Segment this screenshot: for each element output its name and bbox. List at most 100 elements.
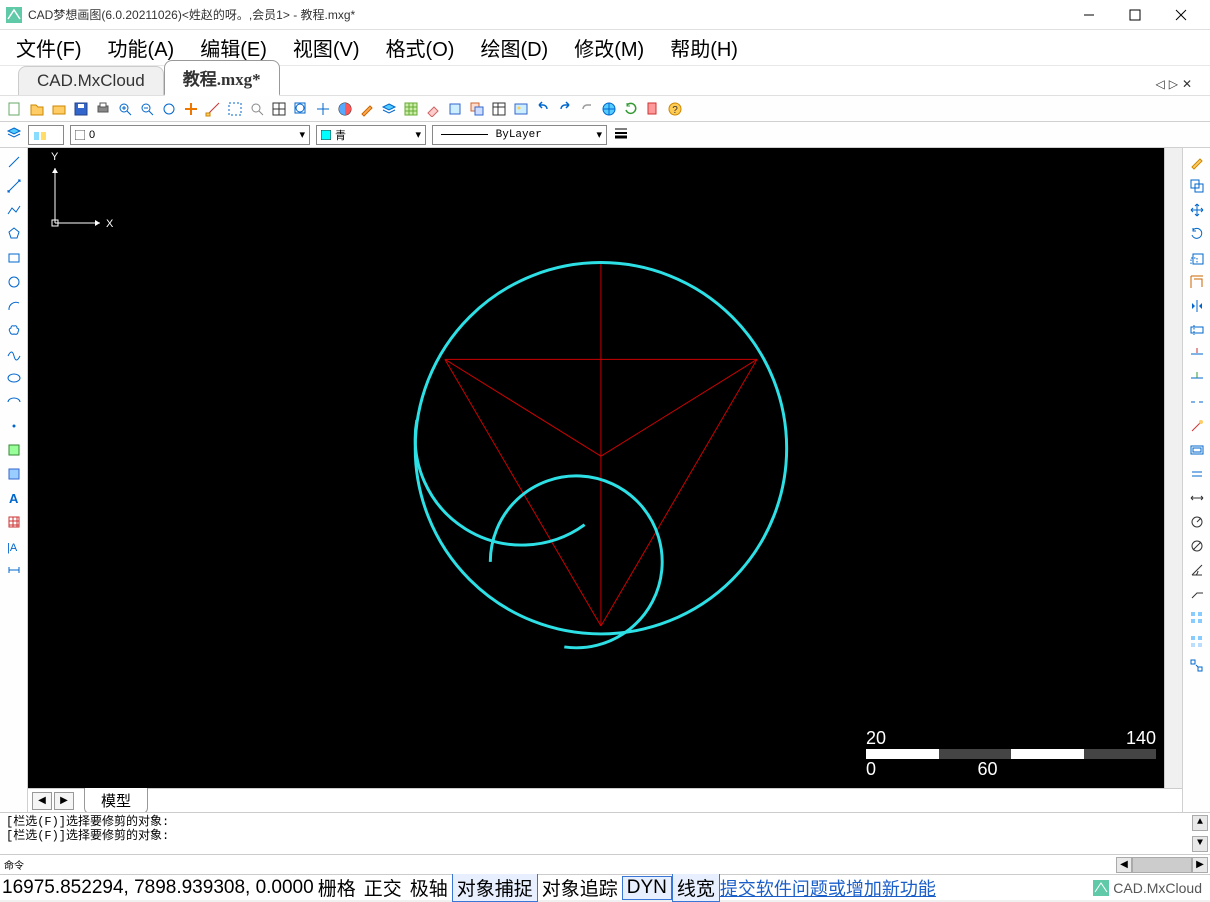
menu-file[interactable]: 文件(F)	[10, 31, 88, 64]
align-icon[interactable]	[1187, 272, 1207, 292]
cmdlog-scroll-up[interactable]: ▲	[1192, 815, 1208, 831]
measure-icon[interactable]	[204, 100, 222, 118]
layer-select[interactable]: 0 ▾	[70, 125, 310, 145]
globe-icon[interactable]	[600, 100, 618, 118]
menu-view[interactable]: 视图(V)	[287, 31, 366, 64]
image-icon[interactable]	[512, 100, 530, 118]
spline-icon[interactable]	[4, 344, 24, 364]
point-draw-icon[interactable]	[4, 416, 24, 436]
export-icon[interactable]	[644, 100, 662, 118]
brush-icon[interactable]	[358, 100, 376, 118]
tab-cloud[interactable]: CAD.MxCloud	[18, 66, 164, 95]
refresh-icon[interactable]	[622, 100, 640, 118]
save-icon[interactable]	[72, 100, 90, 118]
scale-icon[interactable]	[1187, 248, 1207, 268]
insert-icon[interactable]	[468, 100, 486, 118]
revcloud-icon[interactable]	[4, 320, 24, 340]
vertical-scrollbar[interactable]	[1164, 148, 1182, 788]
viewport-icon[interactable]	[270, 100, 288, 118]
color-icon[interactable]	[336, 100, 354, 118]
linetype-select[interactable]: ByLayer ▾	[432, 125, 607, 145]
copy-icon[interactable]	[1187, 176, 1207, 196]
tab-active[interactable]: 教程.mxg*	[164, 60, 280, 96]
hatch-icon[interactable]	[402, 100, 420, 118]
status-otrack[interactable]: 对象追踪	[538, 874, 622, 901]
drawing-canvas[interactable]: X Y 20140 060	[28, 148, 1164, 788]
model-tab[interactable]: 模型	[84, 787, 148, 814]
color-select[interactable]: 青 ▾	[316, 125, 426, 145]
matchprop-icon[interactable]	[1187, 416, 1207, 436]
menu-func[interactable]: 功能(A)	[102, 31, 181, 64]
status-ortho[interactable]: 正交	[360, 874, 406, 901]
layers-icon[interactable]	[380, 100, 398, 118]
block-icon[interactable]	[446, 100, 464, 118]
explode-icon[interactable]	[1187, 656, 1207, 676]
arc-icon[interactable]	[4, 296, 24, 316]
new-icon[interactable]	[6, 100, 24, 118]
help-icon[interactable]: ?	[666, 100, 684, 118]
cmd-hscroll-track[interactable]	[1132, 857, 1192, 873]
mirror-icon[interactable]	[1187, 296, 1207, 316]
close-button[interactable]	[1158, 0, 1204, 30]
polygon-icon[interactable]	[4, 224, 24, 244]
zoom-window-icon[interactable]	[226, 100, 244, 118]
status-polar[interactable]: 极轴	[406, 874, 452, 901]
dim-radius-icon[interactable]	[1187, 512, 1207, 532]
open-icon[interactable]	[28, 100, 46, 118]
break-icon[interactable]	[1187, 392, 1207, 412]
zoom-out-icon[interactable]	[138, 100, 156, 118]
ellipse-arc-icon[interactable]	[4, 392, 24, 412]
layer-states[interactable]	[28, 125, 64, 145]
status-dyn[interactable]: DYN	[622, 876, 672, 900]
mtext-icon[interactable]: |A	[4, 536, 24, 556]
status-grid[interactable]: 栅格	[314, 874, 360, 901]
zoom-in-icon[interactable]	[116, 100, 134, 118]
trim-icon[interactable]	[1187, 344, 1207, 364]
status-lwt[interactable]: 线宽	[672, 873, 720, 902]
block-create-icon[interactable]	[4, 464, 24, 484]
array-rect-icon[interactable]	[1187, 632, 1207, 652]
offset-icon[interactable]	[1187, 440, 1207, 460]
zoom-prev-icon[interactable]	[248, 100, 266, 118]
cmd-hscroll-left[interactable]: ◀	[1116, 857, 1132, 873]
lineweight-icon[interactable]	[613, 125, 629, 144]
dim-linear-icon[interactable]	[1187, 464, 1207, 484]
dim-angular-icon[interactable]	[1187, 560, 1207, 580]
table-icon[interactable]	[490, 100, 508, 118]
maximize-button[interactable]	[1112, 0, 1158, 30]
circle-icon[interactable]	[4, 272, 24, 292]
move-icon[interactable]	[1187, 200, 1207, 220]
ellipse-icon[interactable]	[4, 368, 24, 388]
tab-close[interactable]: ✕	[1182, 77, 1192, 91]
cmdlog-scroll-down[interactable]: ▼	[1192, 836, 1208, 852]
menu-draw[interactable]: 绘图(D)	[474, 31, 554, 64]
stretch-icon[interactable]	[1187, 320, 1207, 340]
erase-icon[interactable]	[424, 100, 442, 118]
pan-icon[interactable]	[182, 100, 200, 118]
folder-icon[interactable]	[50, 100, 68, 118]
dim-diameter-icon[interactable]	[1187, 536, 1207, 556]
polyline-icon[interactable]	[4, 200, 24, 220]
leader-icon[interactable]	[1187, 584, 1207, 604]
menu-modify[interactable]: 修改(M)	[568, 31, 650, 64]
print-icon[interactable]	[94, 100, 112, 118]
cmd-hscroll-right[interactable]: ▶	[1192, 857, 1208, 873]
rectangle-icon[interactable]	[4, 248, 24, 268]
minimize-button[interactable]	[1066, 0, 1112, 30]
redo-alt-icon[interactable]	[578, 100, 596, 118]
hatch-draw-icon[interactable]	[4, 512, 24, 532]
tab-prev[interactable]: ◁	[1155, 77, 1164, 91]
line-icon[interactable]	[4, 152, 24, 172]
xline-icon[interactable]	[4, 176, 24, 196]
status-osnap[interactable]: 对象捕捉	[452, 873, 538, 902]
layer-manager-icon[interactable]	[6, 125, 22, 144]
status-link[interactable]: 提交软件问题或增加新功能	[720, 875, 936, 901]
rotate-icon[interactable]	[1187, 224, 1207, 244]
zoom-extents-icon[interactable]	[160, 100, 178, 118]
redo-icon[interactable]	[556, 100, 574, 118]
pencil-icon[interactable]	[1187, 152, 1207, 172]
dim-icon[interactable]	[4, 560, 24, 580]
layout-prev[interactable]: ◀	[32, 792, 52, 810]
block-insert-icon[interactable]	[4, 440, 24, 460]
tab-next[interactable]: ▷	[1169, 77, 1178, 91]
